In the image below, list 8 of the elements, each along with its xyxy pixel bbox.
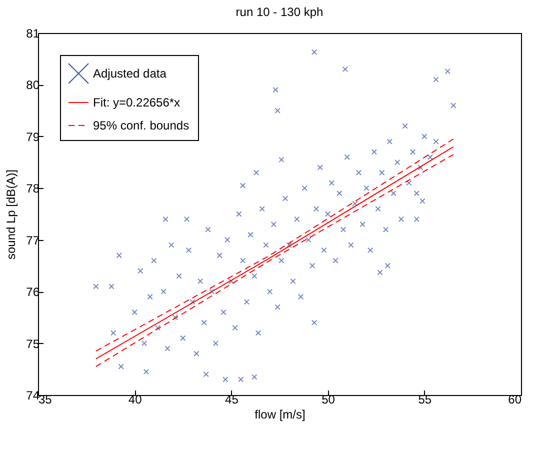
legend-label: 95% conf. bounds	[93, 118, 190, 132]
legend-label: Adjusted data	[93, 66, 167, 80]
y-tick-label: 74	[26, 388, 40, 402]
x-axis-title: flow [m/s]	[254, 408, 306, 422]
legend-label: Fit: y=0.22656*x	[93, 96, 180, 110]
chart-title: run 10 - 130 kph	[236, 5, 324, 19]
y-axis-title: sound Lp [dB(A)]	[4, 169, 18, 260]
y-tick-label: 81	[26, 26, 40, 40]
